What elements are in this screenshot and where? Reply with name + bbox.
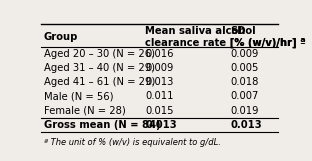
Text: 0.007: 0.007 xyxy=(230,91,258,101)
Text: ª The unit of % (w/v) is equivalent to g/dL.: ª The unit of % (w/v) is equivalent to g… xyxy=(44,138,221,147)
Text: SD
[% (w/v)/hr] ª: SD [% (w/v)/hr] ª xyxy=(230,26,306,48)
Text: 0.011: 0.011 xyxy=(145,91,174,101)
Text: Male (N = 56): Male (N = 56) xyxy=(44,91,113,101)
Text: 0.016: 0.016 xyxy=(145,49,174,59)
Text: 0.013: 0.013 xyxy=(145,120,177,130)
Text: Aged 41 – 61 (N = 29): Aged 41 – 61 (N = 29) xyxy=(44,77,155,87)
Text: 0.013: 0.013 xyxy=(230,120,262,130)
Text: 0.005: 0.005 xyxy=(230,63,258,73)
Text: 0.009: 0.009 xyxy=(145,63,174,73)
Text: Aged 20 – 30 (N = 26): Aged 20 – 30 (N = 26) xyxy=(44,49,155,59)
Text: 0.009: 0.009 xyxy=(230,49,258,59)
Text: Aged 31 – 40 (N = 29): Aged 31 – 40 (N = 29) xyxy=(44,63,155,73)
Text: Gross mean (N = 84): Gross mean (N = 84) xyxy=(44,120,160,130)
Text: Group: Group xyxy=(44,32,78,42)
Text: 0.013: 0.013 xyxy=(145,77,174,87)
Text: Female (N = 28): Female (N = 28) xyxy=(44,106,126,116)
Text: 0.015: 0.015 xyxy=(145,106,174,116)
Text: 0.018: 0.018 xyxy=(230,77,258,87)
Text: 0.019: 0.019 xyxy=(230,106,259,116)
Text: Mean saliva alcohol
clearance rate [% (w/v)/hr] ª: Mean saliva alcohol clearance rate [% (w… xyxy=(145,26,306,48)
